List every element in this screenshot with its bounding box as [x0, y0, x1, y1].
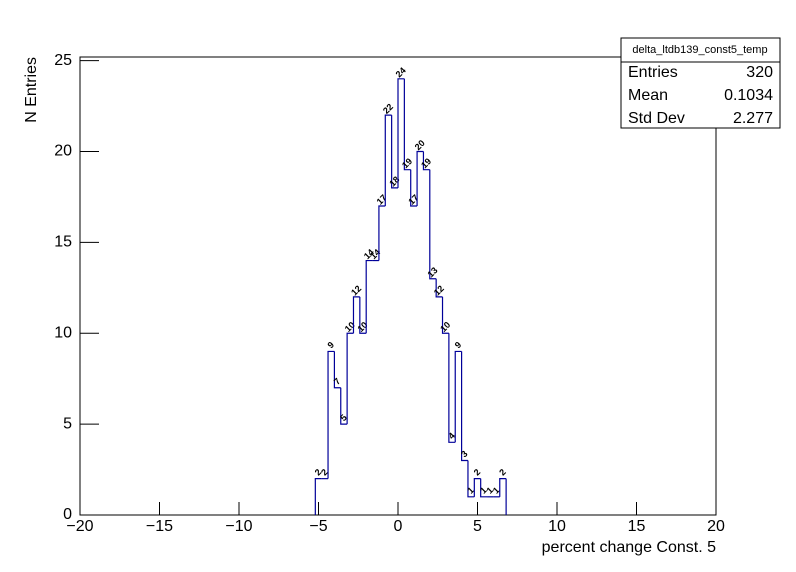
stats-value: 0.1034 [724, 87, 773, 104]
x-tick-label: 15 [628, 518, 646, 535]
x-tick-label: −15 [146, 518, 173, 535]
x-tick-label: 20 [707, 518, 725, 535]
bin-label: 9 [453, 340, 464, 351]
histogram-bin [403, 78, 411, 171]
y-tick-label: 25 [54, 52, 72, 69]
histogram-bin [333, 351, 341, 389]
histogram-bin [359, 296, 367, 334]
x-tick-label: 10 [548, 518, 566, 535]
histogram-bin [365, 259, 373, 334]
bin-label: 1 [465, 485, 476, 496]
histogram-bin [346, 332, 354, 425]
histogram-bin [473, 478, 481, 497]
bin-label: 22 [381, 102, 395, 116]
histogram-bin [499, 478, 507, 497]
y-tick-label: 10 [54, 324, 72, 341]
histogram-bin [352, 296, 360, 334]
stats-value: 320 [746, 64, 773, 81]
histogram-bin [340, 387, 348, 425]
bin-label: 10 [438, 320, 452, 334]
bin-label: 1 [478, 485, 489, 496]
bin-label: 2 [313, 467, 324, 478]
stats-label: Mean [628, 87, 668, 104]
histogram-bin [416, 150, 424, 207]
bin-label: 2 [472, 467, 483, 478]
stats-title: delta_ltdb139_const5_temp [632, 44, 767, 56]
bin-label: 9 [325, 340, 336, 351]
bin-label: 13 [425, 265, 439, 279]
y-tick-label: 20 [54, 143, 72, 160]
bin-label: 3 [459, 449, 470, 460]
histogram-bin [378, 205, 386, 261]
bin-label: 1 [491, 485, 502, 496]
bin-label: 7 [332, 376, 343, 387]
histogram-bin [448, 333, 456, 443]
histogram-bin [422, 151, 430, 171]
x-tick-label: 0 [394, 518, 403, 535]
histogram-bin [384, 114, 392, 207]
bin-label: 19 [400, 156, 414, 170]
histogram-bin [397, 78, 405, 188]
bin-label: 19 [419, 156, 433, 170]
stats-label: Entries [628, 64, 678, 81]
bin-label: 4 [446, 431, 457, 442]
bin-label: 20 [413, 138, 427, 152]
histogram-bin [410, 169, 418, 207]
y-tick-label: 5 [63, 415, 72, 432]
bin-label: 2 [319, 467, 330, 478]
y-tick-label: 15 [54, 234, 72, 251]
y-tick-label: 0 [63, 506, 72, 523]
histogram-bin [461, 351, 468, 462]
x-axis-title: percent change Const. 5 [542, 539, 716, 556]
bin-label: 5 [338, 412, 349, 423]
histogram-bin [480, 478, 488, 498]
y-axis-title: N Entries [23, 57, 40, 123]
stats-value: 2.277 [733, 110, 773, 127]
x-tick-label: −5 [309, 518, 327, 535]
x-tick-label: −20 [66, 518, 93, 535]
bin-label: 14 [362, 247, 376, 261]
histogram-bin [314, 478, 322, 515]
histogram-bin [435, 278, 443, 298]
x-tick-label: 5 [473, 518, 482, 535]
x-tick-label: −10 [225, 518, 252, 535]
bin-label: 1 [484, 485, 495, 496]
stats-label: Std Dev [628, 110, 685, 127]
histogram-bin [454, 350, 462, 443]
bin-label: 2 [497, 467, 508, 478]
histogram-bin [429, 169, 437, 280]
histogram-bin [467, 460, 475, 498]
histogram-bin [327, 350, 335, 479]
histogram-bin [391, 115, 398, 189]
stats-box [620, 37, 781, 129]
histogram-bin [441, 296, 449, 334]
